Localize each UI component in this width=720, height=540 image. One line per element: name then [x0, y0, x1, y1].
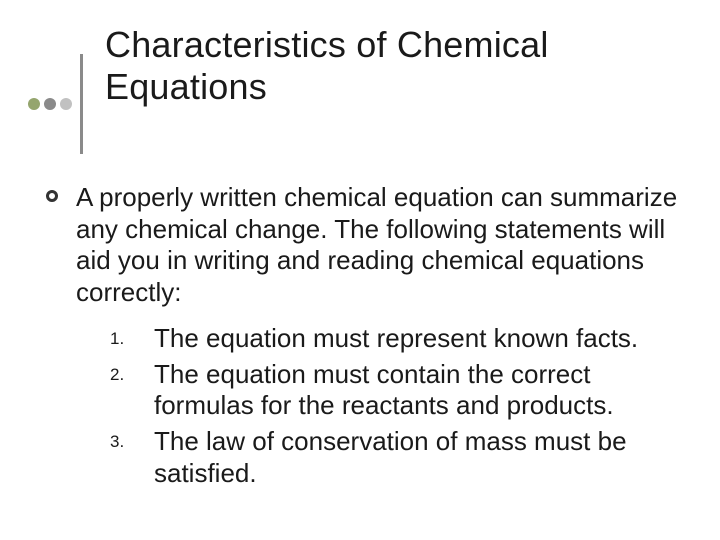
dot-icon — [44, 98, 56, 110]
intro-text: A properly written chemical equation can… — [76, 182, 680, 309]
slide-title: Characteristics of Chemical Equations — [105, 24, 680, 109]
list-number: 3. — [110, 432, 144, 452]
slide-body: A properly written chemical equation can… — [28, 182, 680, 489]
list-text: The law of conservation of mass must be … — [154, 426, 680, 489]
title-row: Characteristics of Chemical Equations — [28, 24, 680, 154]
list-item: 1. The equation must represent known fac… — [110, 323, 680, 355]
list-item: 2. The equation must contain the correct… — [110, 359, 680, 422]
dot-icon — [28, 98, 40, 110]
list-text: The equation must represent known facts. — [154, 323, 638, 355]
bullet-ring-icon — [46, 190, 58, 202]
bullet-item: A properly written chemical equation can… — [46, 182, 680, 309]
vertical-bar-icon — [80, 54, 83, 154]
numbered-list: 1. The equation must represent known fac… — [46, 323, 680, 490]
list-number: 2. — [110, 365, 144, 385]
list-item: 3. The law of conservation of mass must … — [110, 426, 680, 489]
dot-icon — [60, 98, 72, 110]
slide: { "colors": { "background": "#ffffff", "… — [0, 0, 720, 540]
title-decor — [28, 54, 97, 154]
list-number: 1. — [110, 329, 144, 349]
list-text: The equation must contain the correct fo… — [154, 359, 680, 422]
